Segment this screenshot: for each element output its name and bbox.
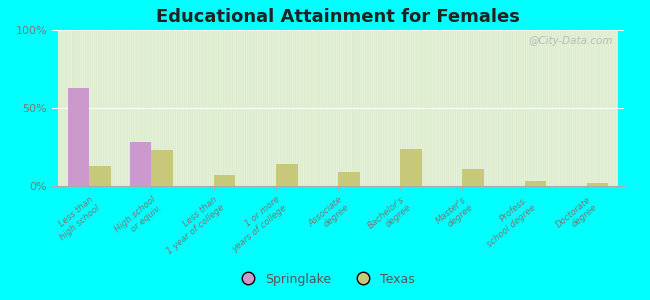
Bar (587, 183, 608, 186)
Bar (68, 88, 89, 186)
Bar (130, 142, 151, 186)
Bar (338, 172, 359, 186)
Bar (462, 169, 484, 186)
Bar (525, 181, 546, 186)
Bar (89, 166, 111, 186)
Legend: Springlake, Texas: Springlake, Texas (230, 268, 420, 291)
Text: @City-Data.com: @City-Data.com (528, 36, 612, 46)
Bar (276, 164, 298, 186)
Bar (214, 175, 235, 186)
Bar (400, 148, 422, 186)
Bar (151, 150, 174, 186)
Title: Educational Attainment for Females: Educational Attainment for Females (156, 8, 520, 26)
